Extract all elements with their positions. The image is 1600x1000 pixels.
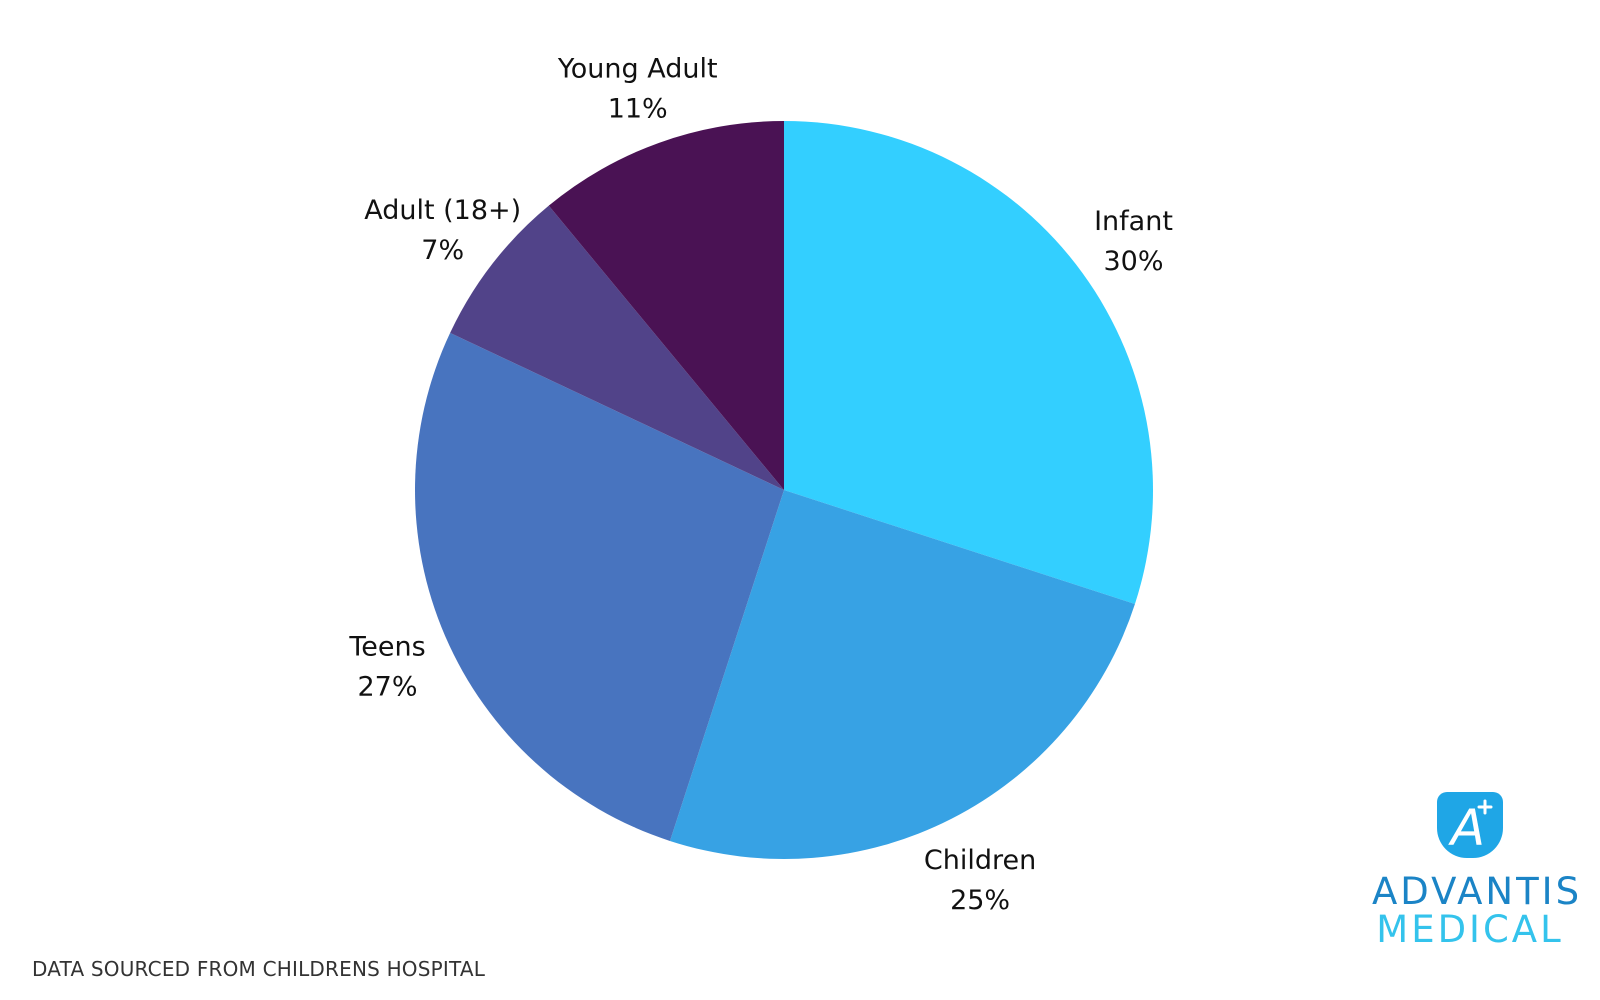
slice-value-teens: 27% [357, 672, 417, 703]
pie-slice-teens [415, 332, 784, 841]
slice-label-teens: Teens [348, 632, 425, 663]
pie-slice-young-adult [548, 121, 784, 490]
slice-label-young-adult: Young Adult [557, 54, 718, 85]
logo-text-advantis: ADVANTIS [1372, 870, 1583, 913]
pie-slice-infant [784, 121, 1154, 605]
slice-label-infant: Infant [1094, 206, 1173, 237]
slice-value-children: 25% [950, 885, 1010, 916]
slice-value-infant: 30% [1103, 246, 1163, 277]
advantis-medical-logo: A ADVANTIS MEDICAL [1372, 792, 1583, 952]
source-note: DATA SOURCED FROM CHILDRENS HOSPITAL [32, 957, 486, 981]
advantis-a-plus-icon: A [1437, 792, 1503, 858]
logo-text-medical: MEDICAL [1376, 908, 1564, 951]
pie-slice-adult-18 [450, 205, 784, 490]
slice-label-adult-18: Adult (18+) [364, 195, 521, 226]
pie-labels: Infant 30% Children 25% Teens 27% Adult (18+) 7… [348, 54, 1173, 916]
svg-text:A: A [1448, 799, 1485, 857]
slice-value-adult-18: 7% [421, 235, 464, 266]
slice-value-young-adult: 11% [608, 94, 668, 125]
pie-slices [415, 121, 1154, 860]
pie-slice-children [669, 490, 1135, 860]
slice-label-children: Children [924, 845, 1036, 876]
